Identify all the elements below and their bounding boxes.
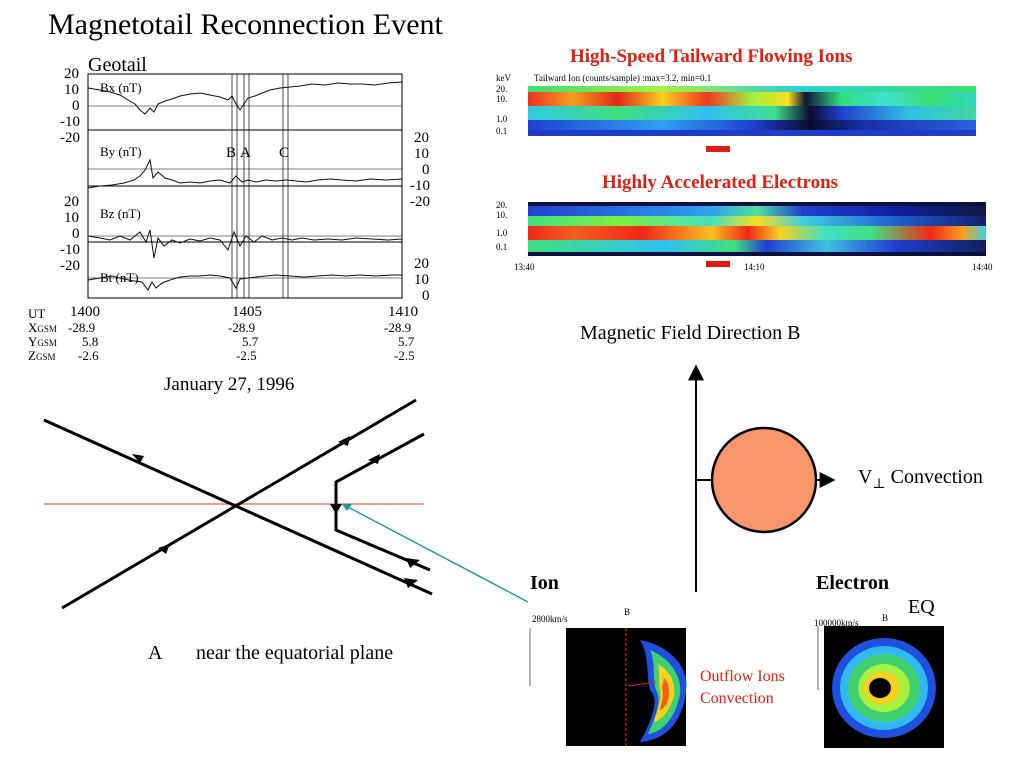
ion-ytick: 0.1: [496, 126, 508, 136]
electron-scale-label: 100000km/s: [814, 618, 859, 628]
electron-ytick: 1.0: [496, 228, 508, 238]
ion-unit: keV: [496, 73, 511, 83]
tick-label: -20: [60, 130, 80, 146]
ion-caption: Tailward Ion (counts/sample) :max=3.2, m…: [534, 73, 712, 83]
velocity-distribution-circle: [710, 426, 818, 534]
pos-row-z: ZGSM: [28, 348, 56, 363]
field-arrow: [404, 578, 418, 588]
pointer-line: [345, 505, 529, 603]
tick-label: -10: [60, 114, 80, 130]
field-line: [61, 398, 417, 610]
reconnected-field-line: [334, 432, 431, 572]
tick-label: 20: [414, 256, 429, 272]
tick-label: -20: [410, 194, 430, 210]
electron-ytick: 0.1: [496, 242, 508, 252]
ion-offset-line: [627, 681, 657, 687]
pos-value: -28.9: [228, 320, 256, 335]
marker-c: C: [279, 145, 290, 161]
geotail-label: Geotail: [88, 54, 147, 76]
tick-label: 20: [64, 194, 79, 210]
ut-label: UT: [28, 306, 46, 321]
ion-label: Ion: [530, 572, 559, 594]
ion-scale-label: 2800km/s: [532, 614, 568, 624]
bt-trace: [87, 274, 402, 291]
page-title: Magnetotail Reconnection Event: [48, 8, 443, 41]
xline-caption-letter: A: [148, 642, 163, 664]
pos-value: -2.5: [236, 348, 257, 363]
tick-label: -10: [410, 178, 430, 194]
tick-label: -20: [60, 258, 80, 274]
bz-trace: [87, 229, 403, 259]
field-arrow: [132, 454, 144, 463]
tick-label: 10: [64, 82, 79, 98]
event-date: January 27, 1996: [164, 374, 295, 395]
field-arrow: [406, 558, 420, 568]
tick-label: 10: [414, 146, 429, 162]
pos-value: -2.6: [78, 348, 99, 363]
ion-ytick: 20.: [496, 84, 508, 94]
by-trace: [87, 158, 403, 189]
electron-spectrogram-title: Highly Accelerated Electrons: [602, 172, 839, 193]
ut-value: 1410: [388, 304, 418, 320]
field-arrow: [330, 504, 342, 514]
pos-row-x: XGSM: [28, 320, 57, 335]
tick-label: 20: [64, 66, 79, 82]
pos-value: 5.7: [242, 334, 259, 349]
bx-label: Bx (nT): [100, 80, 142, 95]
pos-value: 5.7: [398, 334, 415, 349]
electron-xtick: 14:10: [744, 262, 765, 272]
bt-label: Bt (nT): [100, 270, 139, 285]
ion-spectrogram-title: High-Speed Tailward Flowing Ions: [570, 46, 853, 67]
bx-trace: [87, 81, 403, 115]
electron-xtick: 13:40: [514, 262, 535, 272]
ion-note-convection: Convection: [700, 690, 774, 707]
electron-ytick: 10.: [496, 210, 508, 220]
convection-label: V⊥ Convection: [858, 466, 983, 493]
ion-ytick: 1.0: [496, 114, 508, 124]
v-symbol: V: [858, 466, 873, 488]
marker-a: A: [240, 145, 251, 161]
electron-spectrogram: [528, 202, 986, 256]
pos-value: -28.9: [384, 320, 412, 335]
ion-note-outflow: Outflow Ions: [700, 668, 785, 685]
tick-label: 10: [64, 210, 79, 226]
tick-label: 0: [422, 162, 430, 178]
pointer-arrowhead: [342, 504, 352, 511]
ion-spectrogram: [528, 86, 976, 136]
ut-value: 1400: [70, 304, 100, 320]
electron-xtick: 14:40: [972, 262, 993, 272]
convection-text: Convection: [890, 466, 983, 488]
bz-label: Bz (nT): [100, 206, 141, 221]
tick-label: -10: [60, 242, 80, 258]
field-line: [43, 418, 433, 596]
ion-b-label: B: [624, 607, 631, 617]
ion-ytick: 10.: [496, 94, 508, 104]
by-label: By (nT): [100, 144, 142, 159]
pos-value: -28.9: [68, 320, 96, 335]
electron-b-label: B: [882, 613, 889, 623]
pos-value: 5.8: [82, 334, 99, 349]
ion-interval-marker: [706, 146, 730, 152]
electron-label: Electron: [816, 572, 889, 594]
pos-row-y: YGSM: [28, 334, 57, 349]
marker-b: B: [226, 145, 237, 161]
tick-label: 10: [414, 272, 429, 288]
tick-label: 0: [72, 98, 80, 114]
eq-label: EQ: [908, 596, 935, 618]
electron-ytick: 20.: [496, 200, 508, 210]
tick-label: 0: [72, 226, 80, 242]
field-arrow: [158, 544, 170, 554]
ut-value: 1405: [232, 304, 262, 320]
xline-caption-text: near the equatorial plane: [196, 642, 394, 664]
pos-value: -2.5: [394, 348, 415, 363]
perp-symbol: ⊥: [872, 477, 886, 492]
electron-interval-marker: [706, 261, 730, 267]
field-arrow: [338, 436, 350, 446]
field-arrow: [368, 454, 380, 464]
tick-label: 0: [422, 288, 430, 304]
tick-label: 20: [414, 130, 429, 146]
field-direction-label: Magnetic Field Direction B: [580, 322, 801, 344]
